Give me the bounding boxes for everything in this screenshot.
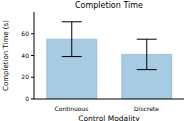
svg-text:20: 20 bbox=[21, 73, 29, 80]
svg-text:0: 0 bbox=[25, 95, 29, 102]
svg-text:Continuous: Continuous bbox=[55, 105, 89, 112]
svg-text:60: 60 bbox=[21, 30, 29, 37]
svg-text:Discrete: Discrete bbox=[134, 105, 159, 112]
svg-text:Completion Time (s): Completion Time (s) bbox=[8, 20, 10, 91]
html-text:Completion Time: Completion Time bbox=[75, 1, 143, 10]
svg-text:Control Modality: Control Modality bbox=[78, 114, 140, 121]
svg-text:40: 40 bbox=[21, 52, 29, 59]
